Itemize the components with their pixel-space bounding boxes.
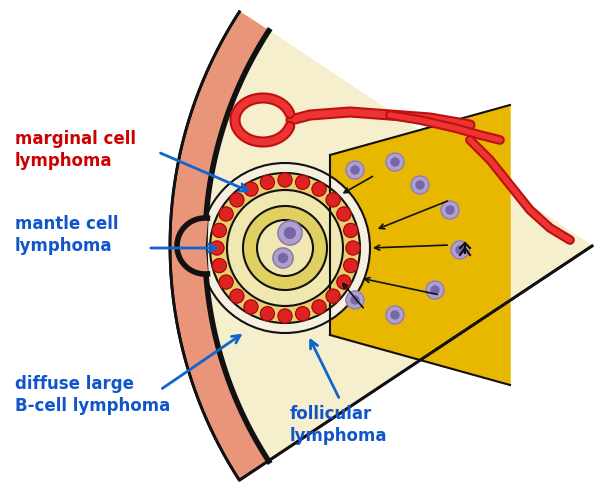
Circle shape (411, 176, 429, 194)
Circle shape (210, 173, 360, 323)
Text: mantle cell
lymphoma: mantle cell lymphoma (15, 215, 119, 255)
Circle shape (230, 193, 244, 207)
Circle shape (243, 206, 327, 290)
Circle shape (219, 275, 233, 289)
Circle shape (337, 207, 351, 221)
Circle shape (431, 286, 439, 294)
Polygon shape (330, 105, 510, 385)
Circle shape (456, 246, 464, 254)
Polygon shape (205, 31, 592, 461)
Text: diffuse large
B-cell lymphoma: diffuse large B-cell lymphoma (15, 375, 170, 415)
Circle shape (451, 241, 469, 259)
Circle shape (200, 163, 370, 333)
Circle shape (230, 289, 244, 303)
Circle shape (346, 241, 360, 255)
Circle shape (312, 300, 326, 314)
Circle shape (337, 275, 351, 289)
Circle shape (244, 182, 258, 196)
Text: marginal cell
lymphoma: marginal cell lymphoma (15, 130, 136, 170)
Polygon shape (177, 218, 208, 274)
Circle shape (312, 182, 326, 196)
Circle shape (278, 253, 287, 262)
Circle shape (416, 181, 424, 189)
Circle shape (446, 206, 454, 214)
Circle shape (212, 259, 226, 273)
Circle shape (296, 307, 310, 320)
Circle shape (326, 289, 340, 303)
Circle shape (346, 291, 364, 309)
Polygon shape (170, 12, 592, 480)
Circle shape (326, 193, 340, 207)
Circle shape (278, 173, 292, 187)
Circle shape (391, 158, 399, 166)
Circle shape (210, 241, 224, 255)
Circle shape (284, 228, 295, 239)
Circle shape (278, 309, 292, 323)
Circle shape (344, 259, 358, 273)
Circle shape (219, 207, 233, 221)
Circle shape (227, 190, 343, 306)
Circle shape (244, 300, 258, 314)
Circle shape (351, 166, 359, 174)
Text: follicular
lymphoma: follicular lymphoma (290, 405, 388, 445)
Circle shape (260, 307, 274, 320)
Circle shape (344, 223, 358, 238)
Circle shape (278, 221, 302, 245)
Circle shape (426, 281, 444, 299)
Circle shape (351, 296, 359, 304)
Circle shape (386, 153, 404, 171)
Circle shape (346, 161, 364, 179)
Circle shape (212, 223, 226, 238)
Circle shape (257, 220, 313, 276)
Circle shape (386, 306, 404, 324)
Circle shape (441, 201, 459, 219)
Circle shape (260, 176, 274, 189)
Circle shape (391, 311, 399, 319)
Circle shape (296, 176, 310, 189)
Circle shape (273, 248, 293, 268)
